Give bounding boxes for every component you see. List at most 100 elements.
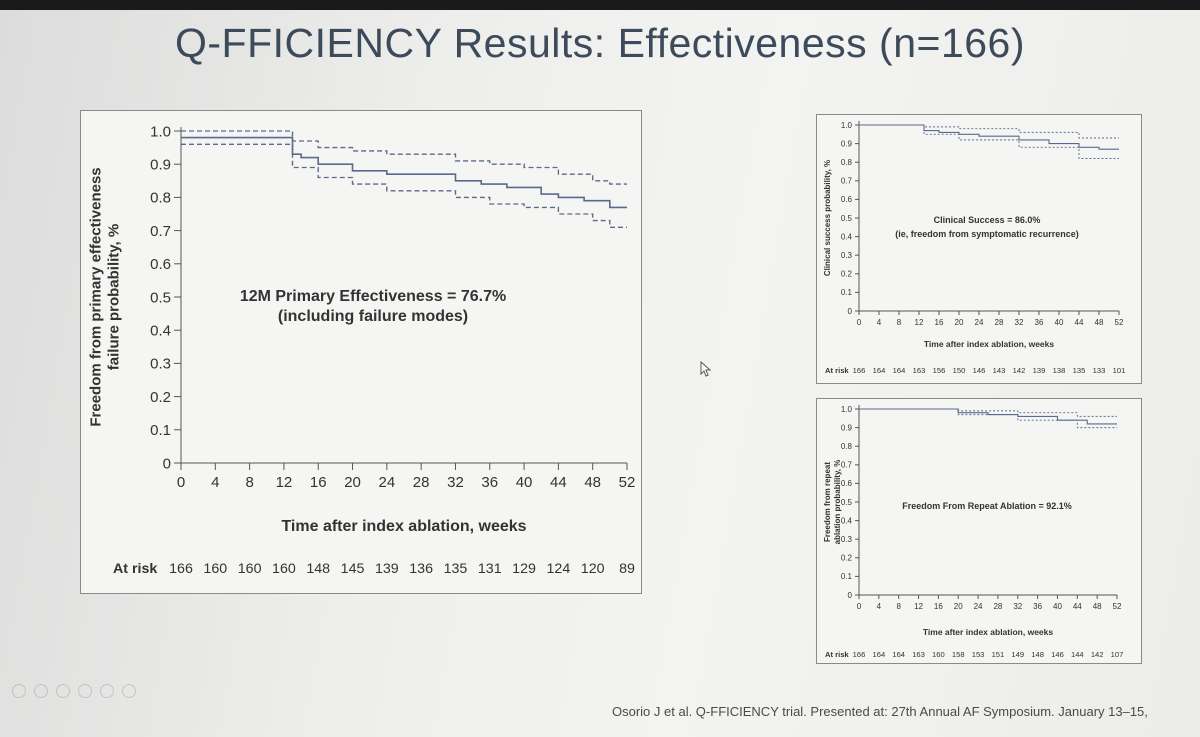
pointer-arrow-icon — [700, 360, 712, 377]
x-tick-label: 24 — [974, 602, 983, 611]
toolbar-back-icon[interactable] — [12, 684, 26, 698]
at-risk-label: At risk — [113, 561, 157, 577]
x-tick-label: 36 — [1033, 602, 1042, 611]
at-risk-value: 160 — [932, 650, 945, 659]
x-tick-label: 40 — [1055, 318, 1064, 327]
x-tick-label: 32 — [1013, 602, 1022, 611]
at-risk-value: 151 — [992, 650, 1005, 659]
at-risk-value: 120 — [581, 561, 605, 577]
at-risk-value: 101 — [1113, 366, 1126, 375]
y-tick-label: 0.4 — [841, 516, 853, 525]
x-tick-label: 36 — [481, 474, 498, 491]
at-risk-value: 146 — [973, 366, 986, 375]
x-tick-label: 24 — [379, 474, 396, 491]
y-tick-label: 0 — [848, 307, 853, 316]
x-tick-label: 12 — [914, 602, 923, 611]
at-risk-value: 164 — [873, 650, 886, 659]
x-tick-label: 40 — [1053, 602, 1062, 611]
screen-top-bezel — [0, 0, 1200, 10]
at-risk-value: 124 — [546, 561, 570, 577]
mouse-cursor — [700, 360, 712, 382]
km-estimate-line — [859, 408, 1117, 425]
x-tick-label: 4 — [211, 474, 219, 491]
x-tick-label: 36 — [1035, 318, 1044, 327]
at-risk-value: 143 — [993, 366, 1006, 375]
at-risk-value: 163 — [912, 650, 925, 659]
y-tick-label: 0.2 — [841, 554, 853, 563]
repeat-ablation-chart: 00.10.20.30.40.50.60.70.80.91.00 4 8 12 16 20… — [823, 405, 1124, 659]
x-tick-label: 8 — [896, 602, 901, 611]
chart-annotation: (ie, freedom from symptomatic recurrence… — [895, 229, 1079, 239]
confidence-band-line — [181, 130, 627, 185]
repeat-ablation-chart-panel: 0 0.1 0.2 0.3 0.4 0.5 0.6 0.7 0.8 0.9 1.0 0 4 8 12 16 20… — [816, 398, 1142, 664]
chart-annotation: 12M Primary Effectiveness = 76.7% — [240, 288, 506, 305]
y-tick-label: 0.2 — [150, 389, 171, 406]
x-tick-label: 44 — [1073, 602, 1082, 611]
y-tick-label: 0 — [163, 455, 171, 472]
at-risk-value: 89 — [619, 561, 635, 577]
y-tick-label: 0.9 — [841, 423, 853, 432]
toolbar-zoom-icon[interactable] — [78, 684, 92, 698]
y-tick-label: 0.5 — [150, 289, 171, 306]
at-risk-value: 164 — [873, 366, 886, 375]
at-risk-value: 142 — [1091, 650, 1104, 659]
y-tick-label: 0.9 — [841, 139, 853, 148]
toolbar-more-icon[interactable] — [122, 684, 136, 698]
x-tick-label: 52 — [619, 474, 636, 491]
y-tick-label: 0.1 — [841, 288, 853, 297]
y-tick-label: 0.3 — [150, 356, 171, 373]
y-axis-label: failure probability, % — [105, 224, 122, 370]
x-tick-label: 0 — [857, 602, 862, 611]
y-tick-label: 0.3 — [841, 535, 853, 544]
at-risk-value: 164 — [892, 650, 905, 659]
chart-annotation: Clinical Success = 86.0% — [934, 215, 1041, 225]
x-axis-label: Time after index ablation, weeks — [923, 627, 1053, 637]
clinical-success-chart-panel: 0 0.1 0.2 0.3 0.4 0.5 0.6 0.7 0.8 0.9 1.0 0 4 8 12 16 20… — [816, 114, 1142, 384]
at-risk-value: 164 — [893, 366, 906, 375]
x-tick-label: 16 — [934, 602, 943, 611]
y-axis-label: Freedom from primary effectiveness — [87, 167, 104, 426]
at-risk-value: 166 — [853, 650, 866, 659]
at-risk-value: 163 — [913, 366, 926, 375]
at-risk-value: 135 — [444, 561, 468, 577]
y-tick-label: 0.8 — [841, 158, 853, 167]
chart-annotation: Freedom From Repeat Ablation = 92.1% — [902, 501, 1071, 511]
at-risk-value: 148 — [306, 561, 330, 577]
presentation-toolbar[interactable] — [12, 684, 136, 698]
toolbar-grid-icon[interactable] — [100, 684, 114, 698]
x-tick-label: 8 — [245, 474, 253, 491]
chart-annotation: (including failure modes) — [278, 308, 468, 325]
x-tick-label: 20 — [954, 602, 963, 611]
y-tick-label: 0.1 — [150, 422, 171, 439]
at-risk-value: 148 — [1031, 650, 1044, 659]
x-tick-label: 16 — [310, 474, 327, 491]
toolbar-forward-icon[interactable] — [34, 684, 48, 698]
x-tick-label: 32 — [447, 474, 464, 491]
slide-citation: Osorio J et al. Q-FFICIENCY trial. Prese… — [612, 704, 1148, 719]
at-risk-value: 150 — [953, 366, 966, 375]
y-tick-label: 0.5 — [841, 498, 853, 507]
x-tick-label: 0 — [177, 474, 185, 491]
x-tick-label: 32 — [1015, 318, 1024, 327]
y-tick-label: 1.0 — [841, 405, 853, 414]
y-tick-label: 0.2 — [841, 270, 853, 279]
at-risk-value: 146 — [1051, 650, 1064, 659]
y-tick-label: 0 — [848, 591, 853, 600]
x-tick-label: 16 — [935, 318, 944, 327]
x-tick-label: 4 — [877, 318, 882, 327]
km-estimate-line — [859, 124, 1119, 150]
x-tick-label: 48 — [1095, 318, 1104, 327]
x-tick-label: 4 — [877, 602, 882, 611]
at-risk-value: 139 — [375, 561, 399, 577]
toolbar-pen-icon[interactable] — [56, 684, 70, 698]
x-tick-label: 8 — [897, 318, 902, 327]
y-tick-label: 0.1 — [841, 572, 853, 581]
at-risk-value: 135 — [1073, 366, 1086, 375]
y-tick-label: 0.8 — [841, 442, 853, 451]
slide-title: Q-FFICIENCY Results: Effectiveness (n=16… — [174, 20, 1026, 66]
at-risk-value: 138 — [1053, 366, 1066, 375]
x-tick-label: 0 — [857, 318, 862, 327]
x-tick-label: 52 — [1115, 318, 1124, 327]
y-tick-label: 0.3 — [841, 251, 853, 260]
